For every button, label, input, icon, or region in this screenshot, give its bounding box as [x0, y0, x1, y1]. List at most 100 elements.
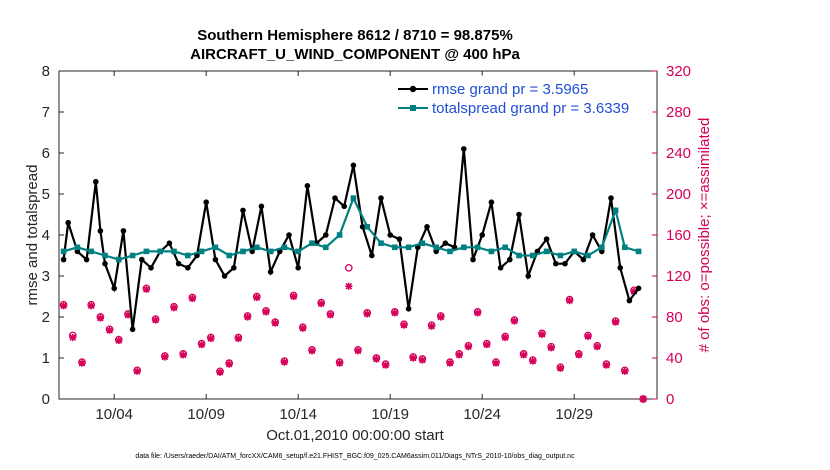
obs-assimilated-point: [78, 359, 86, 367]
rmse-point: [525, 273, 531, 279]
rmse-point: [267, 269, 274, 275]
obs-assimilated-point: [501, 333, 509, 342]
obs-assimilated-point: [446, 359, 454, 367]
y-right-tick-label: 0: [666, 391, 674, 408]
rmse-point: [405, 306, 412, 312]
totalspread-point: [171, 248, 177, 255]
rmse-point: [166, 240, 173, 246]
rmse-point: [102, 260, 108, 267]
totalspread-point: [447, 248, 453, 255]
rmse-point: [231, 265, 237, 271]
totalspread-point: [88, 248, 94, 255]
rmse-point: [369, 252, 375, 259]
legend-marker-rmse: [409, 85, 417, 93]
obs-assimilated-point: [409, 354, 417, 362]
obs-assimilated-point: [418, 356, 426, 364]
y-tick-label: 6: [42, 145, 50, 162]
totalspread-point: [419, 240, 426, 246]
obs-assimilated-point: [538, 330, 546, 339]
obs-assimilated-point: [382, 361, 390, 369]
obs-assimilated-point: [216, 368, 224, 376]
obs-assimilated-point: [124, 311, 132, 319]
chart-title-line1: Southern Hemisphere 8612 / 8710 = 98.875…: [197, 27, 513, 44]
rmse-point: [111, 285, 117, 292]
rmse-point: [350, 162, 357, 169]
rmse-point: [97, 228, 104, 234]
obs-assimilated-point: [87, 302, 95, 310]
obs-assimilated-point: [179, 351, 187, 359]
totalspread-point: [336, 232, 343, 238]
rmse-point: [83, 256, 90, 263]
rmse-point: [341, 203, 348, 210]
rmse-point: [553, 260, 559, 267]
rmse-point: [562, 260, 568, 267]
rmse-point: [120, 228, 127, 234]
rmse-point: [129, 326, 136, 333]
obs-assimilated-point: [115, 336, 123, 345]
totalspread-point: [198, 248, 205, 255]
obs-assimilated-point: [244, 313, 252, 321]
totalspread-point: [543, 248, 550, 255]
plot-area: [58, 70, 658, 400]
rmse-point: [175, 260, 182, 267]
rmse-point: [608, 195, 614, 201]
totalspread-point: [474, 244, 481, 251]
totalspread-point: [143, 248, 150, 255]
rmse-point: [60, 256, 67, 263]
obs-assimilated-point: [271, 319, 279, 327]
obs-assimilated-point: [547, 344, 555, 352]
obs-assimilated-point: [492, 359, 500, 367]
y-right-tick-label: 320: [666, 63, 691, 80]
y-right-tick-label: 120: [666, 268, 691, 285]
rmse-point: [323, 232, 329, 238]
obs-assimilated-point: [317, 300, 325, 308]
totalspread-point: [557, 252, 564, 259]
totalspread-point: [185, 252, 191, 259]
rmse-point: [470, 256, 476, 263]
rmse-point: [507, 256, 513, 263]
totalspread-point: [102, 252, 108, 259]
obs-assimilated-point: [372, 355, 380, 363]
legend-marker-totalspread: [410, 105, 416, 111]
obs-assimilated-point: [575, 351, 583, 359]
rmse-point: [139, 256, 145, 263]
chart-title-line2: AIRCRAFT_U_WIND_COMPONENT @ 400 hPa: [190, 46, 520, 63]
obs-assimilated-point: [308, 347, 316, 355]
x-tick-label: 10/14: [279, 406, 317, 423]
rmse-point: [359, 224, 366, 230]
totalspread-point: [116, 256, 122, 263]
rmse-point: [286, 232, 292, 238]
totalspread-point: [622, 244, 628, 251]
obs-assimilated-point: [621, 367, 629, 375]
rmse-point: [488, 199, 495, 205]
obs-assimilated-point: [593, 343, 601, 351]
rmse-point: [516, 211, 522, 218]
totalspread-point: [571, 248, 577, 255]
rmse-point: [479, 232, 486, 238]
totalspread-point: [461, 244, 467, 251]
obs-assimilated-point: [612, 318, 620, 326]
y-axis-right-label: # of obs: o=possible; ×=assimilated: [696, 118, 713, 353]
totalspread-point: [309, 240, 315, 246]
obs-assimilated-point: [225, 360, 233, 368]
obs-assimilated-point: [345, 282, 353, 290]
obs-assimilated-point: [602, 361, 610, 369]
rmse-point: [212, 256, 219, 263]
obs-assimilated-point: [363, 310, 371, 318]
y-axis-right-ticks: 0 40 80 120 160 200 240 280 320: [652, 63, 691, 408]
obs-assimilated-point: [69, 333, 77, 342]
totalspread-point: [635, 248, 642, 255]
obs-assimilated-point: [234, 334, 242, 343]
rmse-point: [461, 146, 467, 152]
rmse-point: [185, 265, 191, 271]
obs-assimilated-point: [630, 287, 638, 295]
obs-assimilated-point: [474, 309, 482, 317]
rmse-point: [221, 273, 228, 279]
series-lines: [60, 146, 642, 333]
x-tick-label: 10/04: [95, 406, 133, 423]
rmse-point: [396, 236, 403, 242]
totalspread-point: [267, 248, 274, 255]
y-tick-label: 2: [42, 309, 50, 326]
y-tick-label: 1: [42, 350, 50, 367]
obs-assimilated-point: [464, 343, 472, 351]
